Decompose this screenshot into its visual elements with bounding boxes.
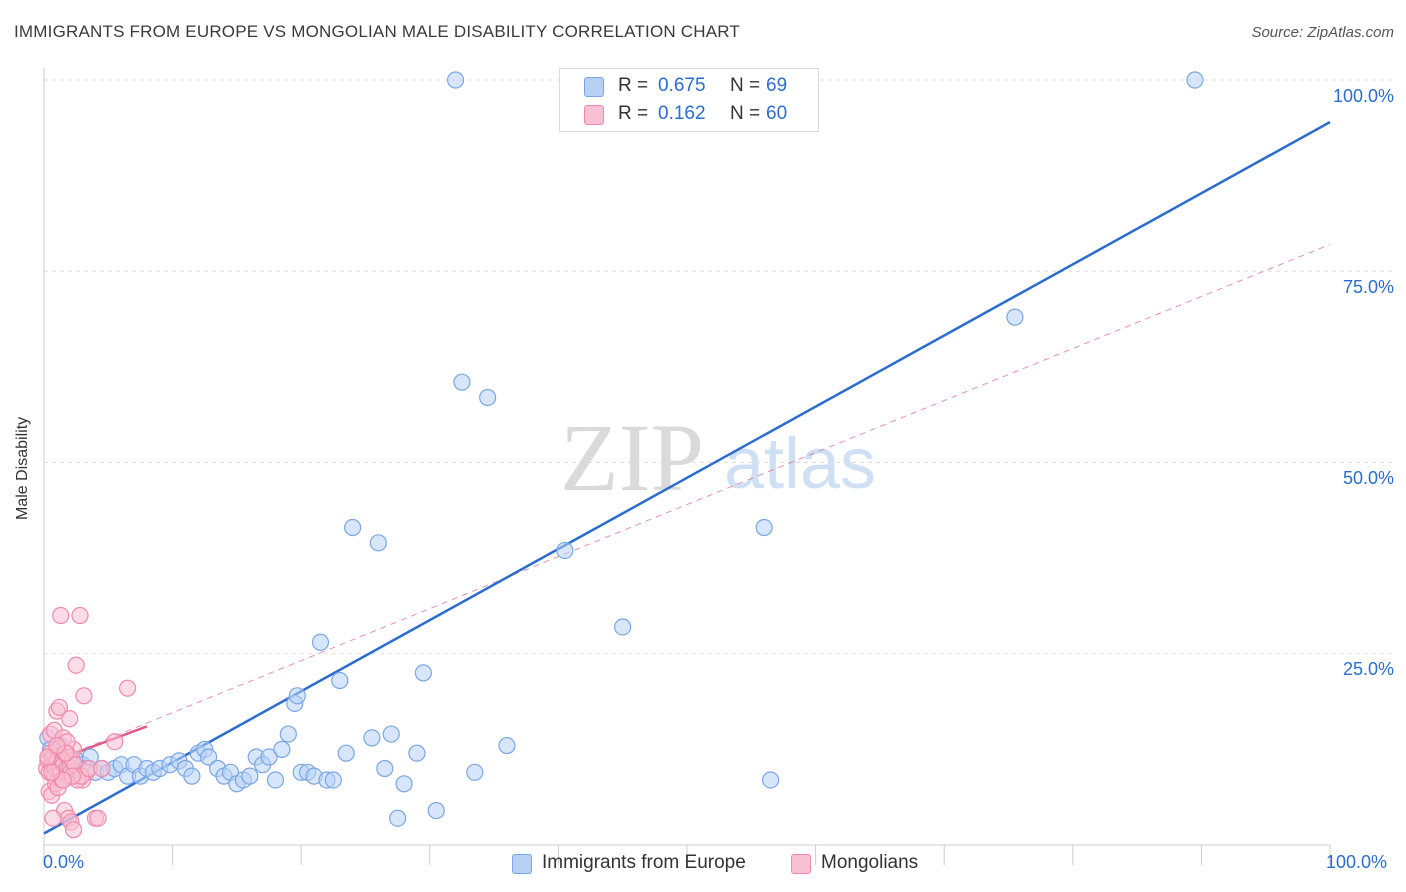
mongolian-point — [44, 809, 62, 827]
legend-n-label: N = — [730, 75, 761, 96]
europe-point — [376, 759, 394, 778]
europe-point — [363, 729, 381, 747]
europe-point — [479, 388, 497, 407]
europe-point — [369, 534, 387, 552]
europe-point — [183, 767, 201, 785]
legend-n-value: 60 — [766, 103, 788, 124]
europe-point — [260, 748, 278, 766]
legend-swatch-pink — [584, 105, 604, 125]
chart-title: IMMIGRANTS FROM EUROPE VS MONGOLIAN MALE… — [14, 22, 741, 41]
watermark-atlas: atlas — [724, 424, 876, 504]
source-label: Source: ZipAtlas.com — [1251, 24, 1394, 41]
watermark-zip: ZIP — [560, 404, 704, 511]
europe-point — [279, 725, 297, 743]
correlation-legend: R = 0.675 N = 69 R = 0.162 N = 60 — [559, 68, 819, 132]
y-tick-label: 50.0% — [1342, 468, 1394, 488]
mongolian-point — [106, 733, 124, 751]
legend-n-value: 69 — [766, 75, 788, 96]
x-tick-label-min: 0.0% — [43, 852, 85, 872]
europe-point — [1006, 308, 1024, 326]
mongolian-point — [71, 606, 89, 625]
europe-point — [273, 740, 291, 758]
legend-r-label: R = — [618, 103, 649, 124]
legend-r-value: 0.162 — [658, 103, 706, 124]
europe-point — [311, 633, 330, 651]
mongolian-point — [89, 809, 107, 827]
europe-point — [761, 771, 780, 789]
legend-swatch-blue — [512, 854, 532, 874]
europe-point — [395, 775, 413, 793]
europe-trend-line — [43, 120, 1331, 835]
data-points — [37, 71, 1204, 839]
mongolian-point — [61, 710, 79, 728]
grid-lines — [44, 79, 1392, 655]
mongolian-point — [93, 759, 111, 778]
europe-point — [556, 541, 574, 560]
europe-point — [755, 518, 773, 537]
europe-point — [331, 671, 349, 690]
europe-point — [453, 373, 471, 391]
europe-point — [344, 518, 362, 537]
legend-r-label: R = — [618, 75, 649, 96]
europe-point — [466, 763, 484, 781]
europe-point — [408, 744, 426, 762]
legend-r-value: 0.675 — [658, 75, 706, 96]
mongolian-trend-extended — [43, 244, 1331, 766]
watermark: ZIP atlas — [560, 404, 876, 511]
europe-point — [288, 687, 306, 705]
mongolian-point — [50, 698, 69, 716]
europe-point — [382, 725, 400, 743]
y-tick-label: 75.0% — [1342, 277, 1394, 297]
europe-point — [614, 618, 632, 636]
mongolian-point — [43, 763, 61, 781]
legend-swatch-pink — [791, 854, 811, 874]
europe-point — [200, 748, 218, 766]
europe-point — [446, 71, 465, 89]
mongolian-point — [118, 679, 137, 697]
mongolian-point — [48, 736, 66, 755]
europe-point — [389, 809, 407, 827]
europe-point — [1186, 71, 1204, 89]
mongolian-point — [67, 656, 85, 674]
y-tick-label: 100.0% — [1332, 86, 1394, 106]
x-tick-label-max: 100.0% — [1326, 852, 1388, 872]
mongolian-point — [75, 687, 93, 705]
legend-swatch-blue — [584, 77, 604, 97]
legend-label: Immigrants from Europe — [542, 852, 746, 873]
europe-point — [266, 771, 285, 789]
europe-point — [498, 736, 516, 755]
axes — [43, 68, 1331, 865]
europe-point — [414, 664, 432, 682]
mongolian-point — [64, 821, 83, 839]
legend-n-label: N = — [730, 103, 761, 124]
legend-label: Mongolians — [821, 852, 919, 873]
europe-point — [241, 767, 259, 785]
y-tick-label: 25.0% — [1342, 659, 1394, 679]
europe-point — [337, 744, 355, 762]
trend-lines — [43, 120, 1331, 835]
europe-point — [427, 801, 445, 820]
europe-point — [324, 771, 342, 789]
mongolian-point — [52, 606, 70, 625]
